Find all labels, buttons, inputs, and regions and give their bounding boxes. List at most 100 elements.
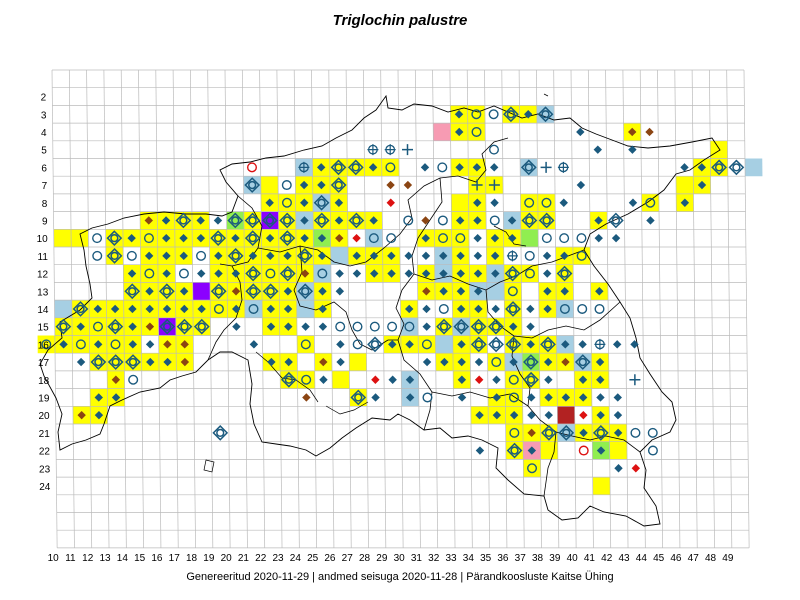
column-label: 46	[670, 553, 682, 564]
cell-fill-yellow	[329, 158, 348, 177]
map-footer: Genereeritud 2020-11-29 | andmed seisuga…	[186, 571, 614, 583]
old-record-diamond-marker	[144, 216, 153, 225]
cell-fill-pink	[433, 123, 451, 141]
row-label: 6	[41, 163, 47, 174]
record-diamond-marker	[283, 287, 293, 296]
diamond-in-circle-marker	[262, 212, 278, 229]
diamond-shape	[227, 247, 244, 264]
diamond-shape	[161, 216, 171, 225]
diamond-shape	[543, 269, 552, 278]
open-circle-marker	[524, 268, 535, 279]
cell-fill-yellow	[469, 317, 488, 336]
column-label: 33	[445, 553, 457, 564]
cell-fill-yellow	[347, 158, 365, 177]
diamond-shape	[697, 180, 707, 190]
record-diamond-marker	[422, 304, 431, 314]
cell-fill-lightblue	[744, 158, 763, 177]
column-label: 38	[532, 553, 544, 564]
circle-shape	[438, 233, 449, 244]
cell-fill-lightblue	[243, 176, 261, 194]
diamond-shape	[128, 304, 137, 314]
diamond-shape	[93, 340, 103, 349]
record-diamond-marker	[59, 340, 68, 349]
diamond-in-circle-marker	[244, 177, 261, 193]
cell-fill-yellow	[106, 317, 125, 336]
record-diamond-marker	[249, 340, 259, 349]
diamond-shape	[421, 233, 430, 243]
circle-shape	[59, 322, 68, 331]
diamond-shape	[561, 357, 570, 367]
diamond-in-circle-marker	[262, 283, 279, 300]
record-diamond-marker	[283, 304, 293, 314]
record-diamond-marker	[334, 198, 344, 207]
grid-column-line	[68, 69, 75, 548]
diamond-in-circle-marker	[523, 371, 539, 388]
record-diamond-marker	[473, 251, 483, 261]
open-circle-marker	[524, 250, 535, 261]
circle-shape	[577, 303, 588, 314]
diamond-shape	[371, 375, 380, 384]
column-label: 36	[497, 553, 509, 564]
grid-column-line	[190, 69, 196, 548]
record-diamond-marker	[439, 251, 448, 261]
diamond-shape	[697, 163, 706, 172]
grid-column-line	[605, 69, 612, 548]
grid-column-line	[224, 69, 231, 548]
cell-fill-yellow	[451, 193, 469, 212]
cell-fill-yellow	[539, 335, 557, 354]
record-diamond-marker	[527, 410, 536, 420]
record-diamond-marker	[612, 340, 622, 349]
diamond-in-circle-marker	[608, 212, 624, 229]
red-diamond-marker	[386, 198, 395, 207]
circle-shape	[144, 268, 155, 279]
diamond-shape	[576, 180, 586, 190]
circle-shape	[94, 357, 103, 367]
diamond-shape	[558, 424, 575, 441]
red-open-circle-marker	[246, 162, 257, 173]
record-diamond-marker	[179, 233, 188, 243]
record-diamond-marker	[576, 180, 586, 190]
record-diamond-marker	[300, 198, 309, 207]
diamond-shape	[300, 198, 309, 207]
diamond-shape	[456, 251, 465, 261]
diamond-shape	[520, 159, 537, 176]
record-diamond-marker	[560, 251, 569, 261]
column-label: 12	[82, 553, 94, 564]
open-circle-marker	[455, 233, 466, 244]
cell-fill-yellow	[278, 264, 297, 283]
diamond-shape	[262, 212, 278, 229]
grid-column-line	[536, 69, 542, 548]
diamond-shape	[509, 410, 519, 420]
open-circle-marker	[92, 250, 103, 261]
diamond-in-circle-marker	[279, 212, 296, 229]
grid-column-line	[639, 69, 646, 548]
diamond-shape	[330, 159, 347, 176]
record-diamond-marker	[404, 269, 414, 278]
diamond-shape	[538, 212, 555, 229]
diamond-shape	[595, 287, 604, 296]
diamond-shape	[111, 375, 121, 384]
cell-fill-lightblue	[486, 282, 505, 301]
cell-fill-yellow	[244, 229, 262, 247]
diamond-in-circle-marker	[523, 354, 539, 370]
diamond-shape	[542, 251, 552, 261]
record-diamond-marker	[613, 428, 623, 438]
diamond-shape	[592, 424, 609, 441]
circle-shape	[248, 303, 259, 314]
record-diamond-marker	[76, 322, 85, 331]
record-diamond-marker	[455, 163, 464, 172]
row-label: 8	[42, 199, 48, 210]
circle-shape	[510, 446, 519, 455]
diamond-shape	[578, 340, 587, 349]
diamond-shape	[579, 410, 588, 420]
circle-shape	[524, 197, 535, 208]
diamond-shape	[214, 269, 223, 278]
red-open-circle-marker	[578, 445, 589, 456]
column-label: 49	[722, 553, 734, 564]
record-diamond-marker	[579, 428, 588, 438]
column-label: 42	[601, 553, 613, 564]
diamond-shape	[491, 304, 500, 314]
record-diamond-marker	[491, 269, 500, 278]
record-diamond-marker	[197, 269, 206, 278]
column-label: 39	[549, 553, 561, 564]
